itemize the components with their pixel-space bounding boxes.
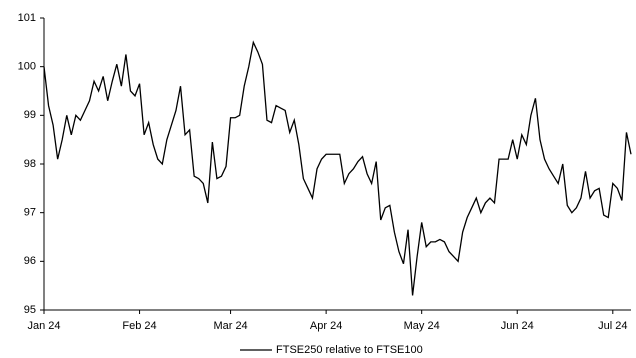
y-tick-label: 101: [18, 12, 36, 24]
y-tick-label: 98: [24, 158, 36, 170]
y-tick-label: 96: [24, 255, 36, 267]
x-tick-label: Mar 24: [213, 320, 247, 332]
x-tick-label: May 24: [404, 320, 440, 332]
y-tick-label: 100: [18, 61, 36, 73]
legend-label: FTSE250 relative to FTSE100: [276, 344, 423, 356]
y-tick-label: 95: [24, 304, 36, 316]
x-tick-label: Jun 24: [501, 320, 534, 332]
x-tick-label: Jan 24: [27, 320, 60, 332]
x-tick-label: Jul 24: [598, 320, 627, 332]
y-tick-label: 97: [24, 207, 36, 219]
x-tick-label: Apr 24: [310, 320, 342, 332]
line-series: [43, 40, 632, 296]
x-tick-label: Feb 24: [122, 320, 156, 332]
y-tick-label: 99: [24, 109, 36, 121]
